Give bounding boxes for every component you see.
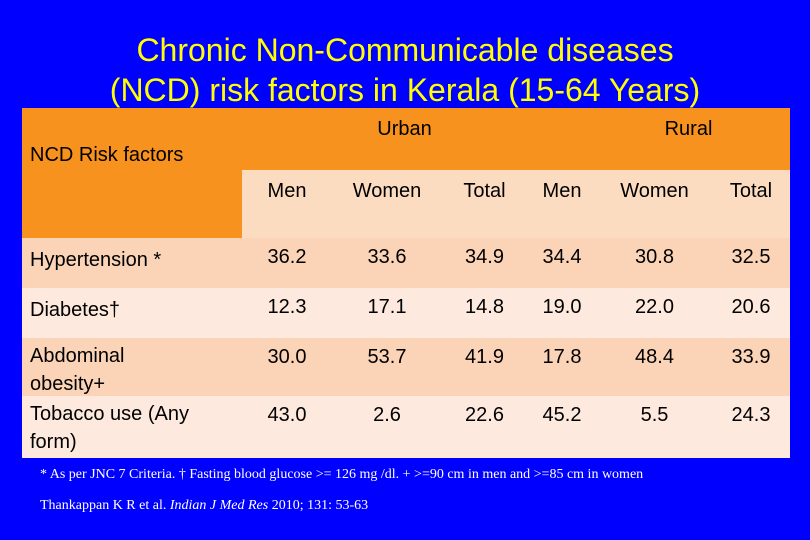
row-value-text: 45.2 (542, 404, 582, 426)
subheader-cell-text: Women (620, 180, 689, 202)
slide-title: Chronic Non-Communicable diseases (NCD) … (0, 30, 810, 110)
risk-factor-table: NCD Risk factors Urban Rural Men Women Total M… (22, 108, 790, 458)
subheader-cell: Women (597, 170, 712, 238)
row-value-text: 20.6 (731, 296, 771, 318)
subheader-cell: Men (242, 170, 332, 238)
row-label-text: Hypertension * (30, 249, 162, 271)
group-header-rural: Rural (527, 108, 790, 170)
row-label: Hypertension * (22, 238, 242, 288)
row-value: 33.6 (332, 238, 442, 288)
row-value: 34.4 (527, 238, 597, 288)
row-value: 12.3 (242, 288, 332, 338)
row-value-text: 53.7 (367, 346, 407, 368)
slide-title-line-1: Chronic Non-Communicable diseases (136, 32, 674, 68)
citation-authors: Thankappan K R et al. (40, 498, 167, 513)
row-value: 5.5 (597, 396, 712, 458)
row-value-text: 5.5 (640, 404, 669, 426)
row-value: 43.0 (242, 396, 332, 458)
row-value: 32.5 (712, 238, 790, 288)
group-header-rural-text: Rural (664, 118, 713, 140)
row-value-text: 33.9 (731, 346, 771, 368)
row-value-text: 17.8 (542, 346, 582, 368)
row-value-text: 32.5 (731, 246, 771, 268)
row-value-text: 12.3 (267, 296, 307, 318)
citation: Thankappan K R et al. Indian J Med Res 2… (40, 498, 368, 514)
row-value-text: 2.6 (373, 404, 401, 426)
row-label-text: Tobacco use (Any form) (30, 403, 189, 453)
row-value-text: 19.0 (542, 296, 582, 318)
row-label-text: Diabetes† (30, 299, 121, 321)
row-value-text: 17.1 (367, 296, 407, 318)
group-header-urban: Urban (242, 108, 527, 170)
row-value-text: 34.4 (542, 246, 582, 268)
subheader-cell-text: Men (267, 180, 307, 202)
row-value: 17.1 (332, 288, 442, 338)
row-value-text: 22.6 (465, 404, 504, 426)
row-value-text: 34.9 (465, 246, 504, 268)
row-value-text: 33.6 (367, 246, 407, 268)
row-value: 48.4 (597, 338, 712, 396)
row-value: 20.6 (712, 288, 790, 338)
row-value-text: 30.8 (635, 246, 674, 268)
row-label: Abdominal obesity+ (22, 338, 242, 396)
row-value: 17.8 (527, 338, 597, 396)
subheader-cell: Total (712, 170, 790, 238)
row-value: 36.2 (242, 238, 332, 288)
subheader-cell: Men (527, 170, 597, 238)
row-value: 30.8 (597, 238, 712, 288)
row-value-text: 41.9 (465, 346, 504, 368)
subheader-cell: Total (442, 170, 527, 238)
row-value: 2.6 (332, 396, 442, 458)
row-value: 33.9 (712, 338, 790, 396)
corner-header-cell: NCD Risk factors (22, 108, 242, 238)
row-value: 45.2 (527, 396, 597, 458)
citation-journal: Indian J Med Res (169, 498, 269, 513)
row-label-text: Abdominal obesity+ (30, 345, 125, 395)
row-value: 22.6 (442, 396, 527, 458)
row-value-text: 30.0 (267, 346, 307, 368)
row-value-text: 43.0 (267, 404, 307, 426)
row-value: 30.0 (242, 338, 332, 396)
row-value: 41.9 (442, 338, 527, 396)
group-header-urban-text: Urban (377, 118, 432, 140)
subheader-cell-text: Men (542, 180, 582, 202)
subheader-cell-text: Total (463, 180, 506, 202)
row-value: 34.9 (442, 238, 527, 288)
row-value: 22.0 (597, 288, 712, 338)
row-value-text: 24.3 (731, 404, 771, 426)
row-value: 14.8 (442, 288, 527, 338)
row-label: Diabetes† (22, 288, 242, 338)
row-value: 19.0 (527, 288, 597, 338)
subheader-cell-text: Total (729, 180, 773, 202)
row-value: 53.7 (332, 338, 442, 396)
subheader-cell-text: Women (352, 180, 422, 202)
row-value-text: 14.8 (465, 296, 504, 318)
subheader-cell: Women (332, 170, 442, 238)
row-value: 24.3 (712, 396, 790, 458)
row-value-text: 22.0 (635, 296, 674, 318)
row-value-text: 36.2 (267, 246, 307, 268)
row-value-text: 48.4 (635, 346, 674, 368)
row-label: Tobacco use (Any form) (22, 396, 242, 458)
slide-title-line-2: (NCD) risk factors in Kerala (15-64 Year… (109, 72, 701, 108)
footnote: * As per JNC 7 Criteria. † Fasting blood… (40, 467, 644, 482)
corner-header-cell-text: NCD Risk factors (30, 144, 184, 166)
citation-details: 2010; 131: 53-63 (271, 498, 369, 513)
